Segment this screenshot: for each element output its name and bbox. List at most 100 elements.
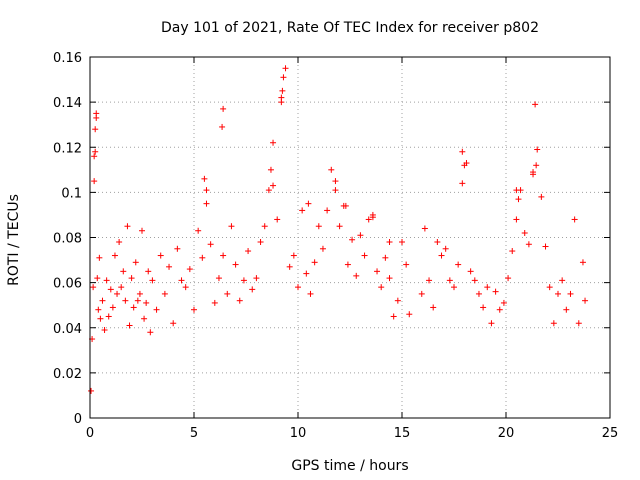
data-point [270, 182, 277, 189]
data-point [107, 286, 114, 293]
data-point [492, 288, 499, 295]
data-point [342, 202, 349, 209]
data-point [270, 139, 277, 146]
data-point [286, 263, 293, 270]
data-point [88, 387, 95, 394]
data-point [390, 313, 397, 320]
data-point [103, 277, 110, 284]
data-point [120, 268, 127, 275]
data-point [399, 239, 405, 246]
data-point [161, 290, 168, 297]
data-point [513, 187, 520, 194]
data-point [374, 268, 381, 275]
data-point [186, 266, 193, 273]
y-tick-label: 0.12 [53, 141, 82, 156]
chart-title: Day 101 of 2021, Rate Of TEC Index for r… [161, 20, 539, 36]
data-point [153, 306, 160, 313]
y-tick-label: 0.02 [53, 367, 82, 382]
data-point [430, 304, 437, 311]
data-point [278, 99, 285, 106]
data-point [295, 284, 301, 291]
data-point [575, 320, 582, 327]
data-point [128, 275, 135, 282]
data-point [509, 248, 516, 255]
data-point [236, 297, 243, 304]
data-point [116, 239, 123, 246]
data-point [484, 284, 491, 291]
data-point [315, 223, 322, 230]
data-point [280, 74, 287, 81]
data-point [382, 254, 389, 261]
x-tick-label: 10 [290, 426, 307, 441]
data-point [426, 277, 433, 284]
data-point [571, 216, 578, 223]
data-point [211, 299, 218, 306]
data-point [195, 227, 202, 234]
data-point [134, 297, 141, 304]
data-point [344, 261, 351, 268]
data-point [215, 275, 222, 282]
data-point [559, 277, 566, 284]
data-point [240, 277, 247, 284]
x-axis-label: GPS time / hours [291, 458, 408, 474]
data-point [421, 225, 428, 232]
data-point [550, 320, 557, 327]
data-point [105, 313, 112, 320]
data-point [118, 284, 125, 291]
data-point [95, 306, 102, 313]
data-point [349, 236, 356, 243]
data-point [319, 245, 326, 252]
data-point [480, 304, 487, 311]
data-point [149, 277, 156, 284]
data-point [418, 290, 425, 297]
data-point [378, 284, 385, 291]
data-point [328, 166, 335, 173]
y-tick-label: 0.1 [61, 186, 82, 201]
y-tick-labels: 0 0.02 0.04 0.06 0.08 0.1 0.12 0.14 0.16 [53, 51, 82, 427]
data-point [546, 284, 553, 291]
grid-lines [90, 57, 610, 418]
data-point [369, 211, 376, 218]
data-point [332, 178, 339, 185]
data-point [386, 275, 393, 282]
data-point [451, 284, 457, 291]
y-tick-label: 0.08 [53, 232, 82, 247]
data-point [97, 315, 104, 322]
data-point [555, 290, 561, 297]
data-point [182, 284, 189, 291]
data-point [336, 223, 343, 230]
data-point [461, 162, 468, 169]
data-point [228, 223, 235, 230]
data-point [299, 207, 306, 214]
data-point [94, 275, 101, 282]
data-point [145, 268, 152, 275]
data-point [201, 175, 208, 182]
data-point [534, 146, 541, 153]
data-point [438, 252, 445, 259]
data-point [532, 101, 539, 108]
data-point [459, 180, 466, 187]
x-tick-label: 0 [86, 426, 94, 441]
data-point [475, 290, 482, 297]
data-point [170, 320, 177, 327]
data-point [530, 171, 537, 178]
data-point [136, 290, 143, 297]
data-point [224, 290, 231, 297]
data-point [199, 254, 206, 261]
data-point [99, 297, 106, 304]
data-point [93, 114, 100, 121]
data-point [178, 277, 185, 284]
x-tick-label: 15 [394, 426, 411, 441]
data-point [91, 153, 98, 160]
data-point [290, 252, 297, 259]
x-tick-label: 5 [190, 426, 198, 441]
x-tick-labels: 0 5 10 15 20 25 [86, 426, 618, 441]
data-point [563, 306, 570, 313]
y-axis-label: ROTI / TECUs [6, 194, 22, 286]
data-point [496, 306, 503, 313]
data-point [567, 290, 574, 297]
data-point [513, 216, 520, 223]
data-point [130, 304, 137, 311]
data-point [220, 252, 227, 259]
